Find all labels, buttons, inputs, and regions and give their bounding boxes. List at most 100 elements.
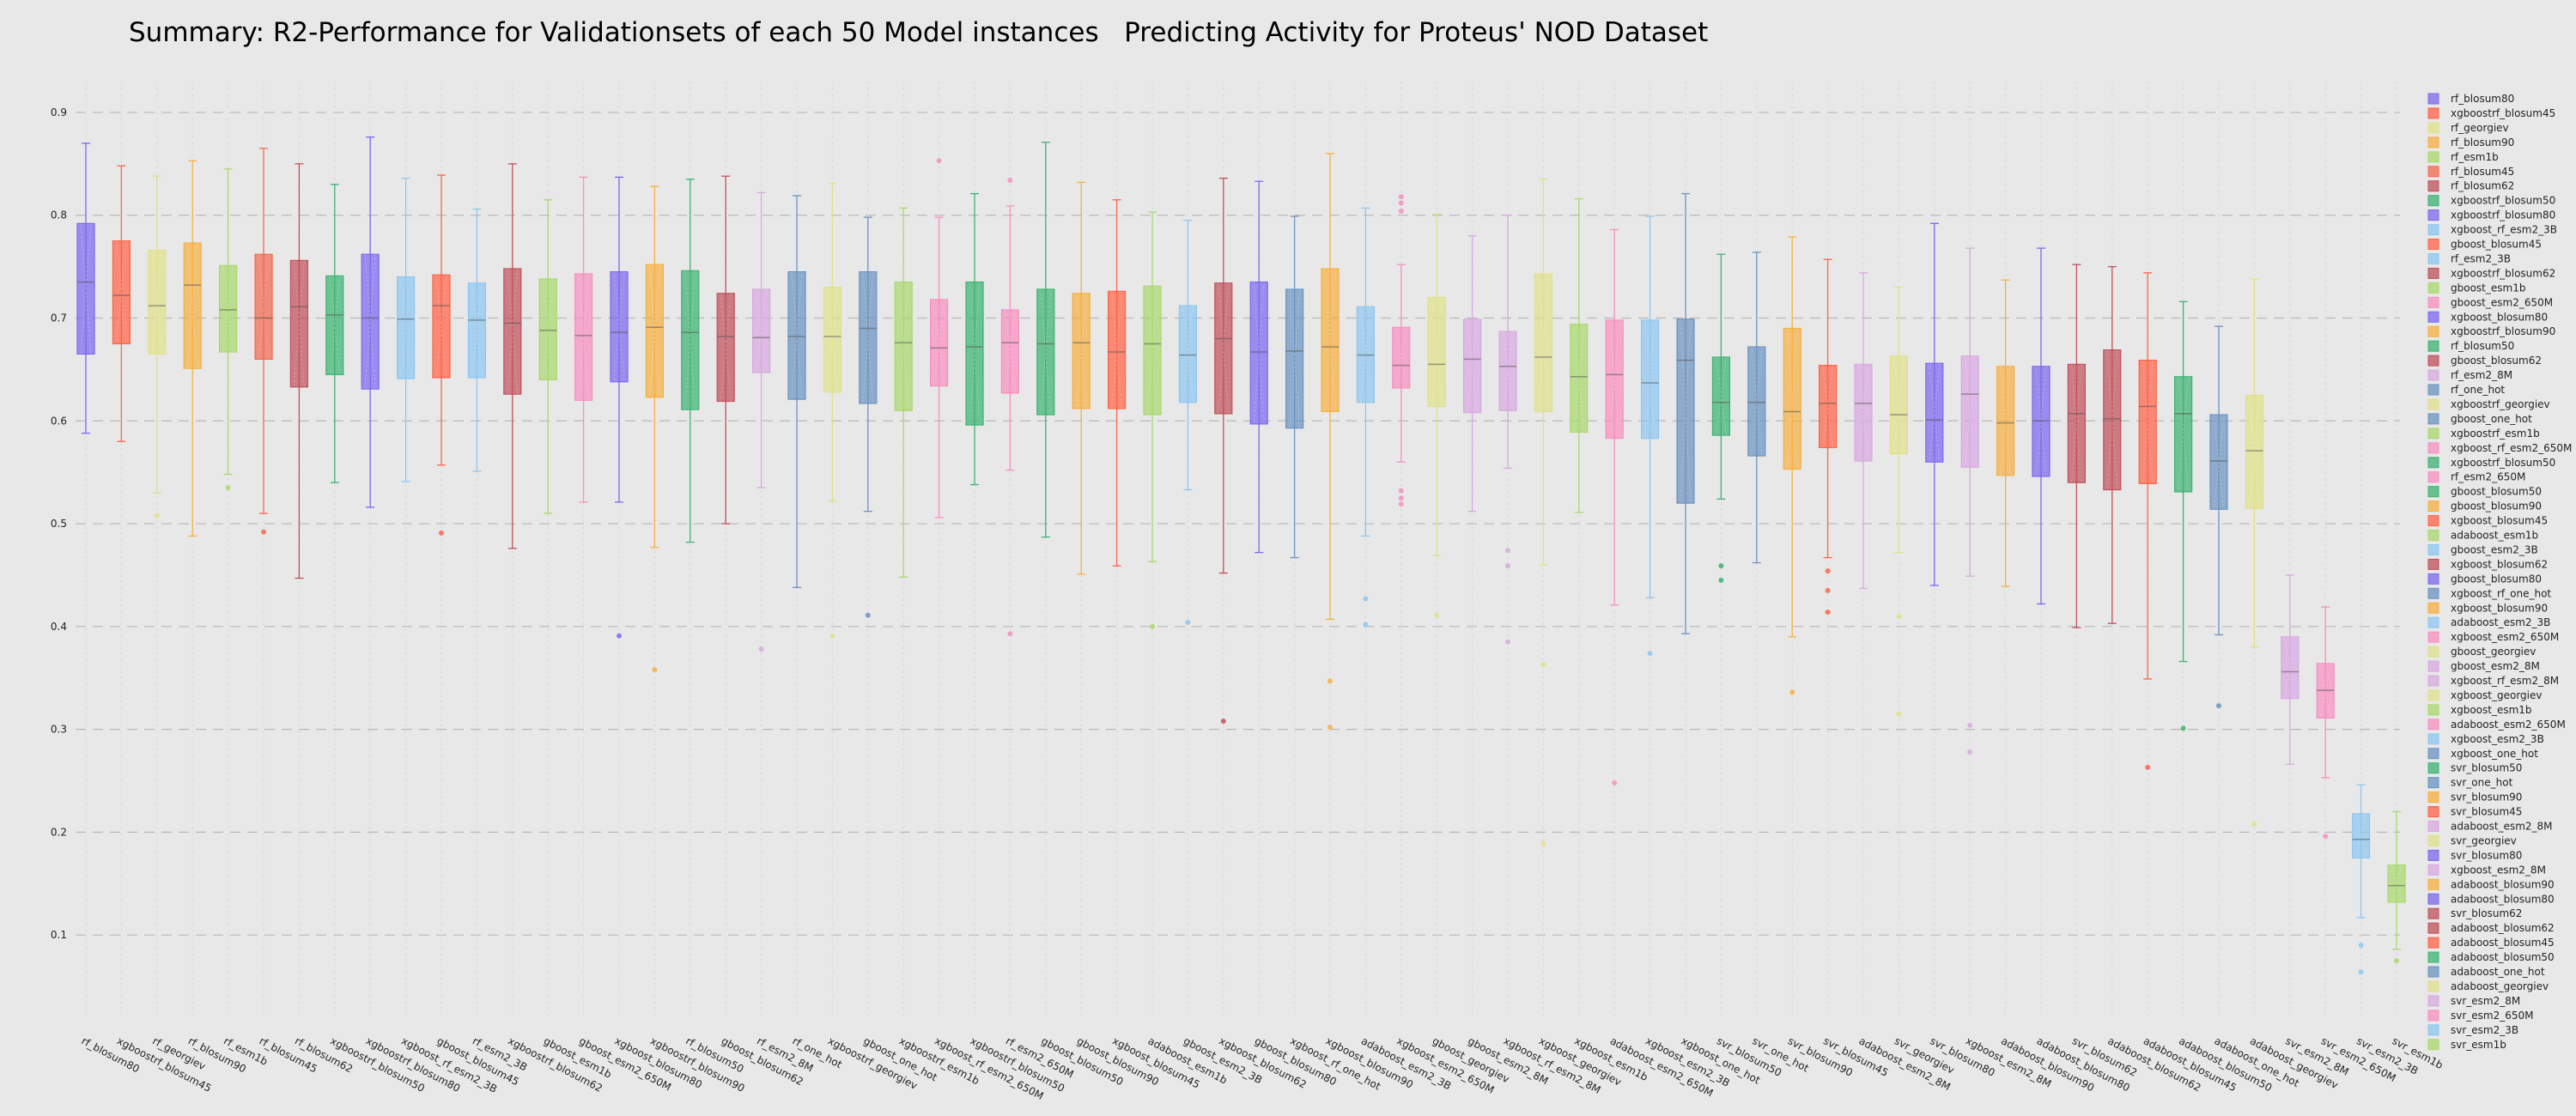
legend-item: xgboost_georgiev <box>2427 689 2542 701</box>
box-adaboost_esm1b <box>1143 211 1162 629</box>
box-texture <box>862 271 874 403</box>
box-texture <box>897 282 909 411</box>
box-gboost_blosum80 <box>1249 180 1268 554</box>
box-iqr <box>503 268 522 395</box>
legend-label: xgboost_esm1b <box>2451 704 2532 716</box>
box-svr_esm1b <box>2387 810 2406 964</box>
legend-item: rf_esm2_650M <box>2427 471 2525 483</box>
box-adaboost_blosum45 <box>2138 272 2157 770</box>
box-iqr <box>1427 296 1446 408</box>
box-texture <box>115 240 127 344</box>
legend-item: svr_blosum62 <box>2427 907 2522 919</box>
legend-swatch <box>2427 136 2439 149</box>
box-texture <box>151 250 163 355</box>
box-rf_blosum62 <box>289 163 308 579</box>
legend-swatch <box>2427 239 2439 250</box>
box-iqr <box>1534 273 1553 413</box>
legend-item: gboost_esm2_650M <box>2427 296 2553 308</box>
box-xgboostrf_blosum50 <box>965 192 984 486</box>
box-iqr <box>1960 355 1979 468</box>
outlier-point <box>1825 610 1831 616</box>
outlier-point <box>1505 639 1510 645</box>
legend-swatch <box>2427 646 2439 658</box>
box-adaboost_blosum80 <box>2032 247 2050 605</box>
legend-swatch <box>2427 180 2439 192</box>
box-xgboostrf_georgiev <box>823 182 842 639</box>
legend-item: adaboost_blosum50 <box>2427 951 2555 963</box>
legend-swatch <box>2427 515 2439 527</box>
y-axis: 0.1 0.2 0.3 0.4 0.5 0.6 0.7 0.8 0.9 <box>51 106 67 941</box>
legend-swatch <box>2427 704 2439 716</box>
outlier-point <box>1825 568 1831 574</box>
outlier-point <box>2323 834 2329 840</box>
legend-label: adaboost_blosum50 <box>2451 951 2555 963</box>
box-texture <box>1751 346 1763 457</box>
legend-label: rf_esm2_650M <box>2451 471 2525 483</box>
legend-item: xgboost_blosum62 <box>2427 558 2548 570</box>
outlier-point <box>865 612 871 618</box>
box-rf_blosum50 <box>681 179 700 543</box>
legend-swatch <box>2427 107 2439 119</box>
legend-item: xgboost_esm2_650M <box>2427 631 2559 643</box>
legend-label: xgboost_blosum80 <box>2451 311 2548 323</box>
box-rf_esm2_650M <box>1000 177 1020 637</box>
legend-label: xgboost_rf_one_hot <box>2451 587 2551 599</box>
box-iqr <box>432 274 451 379</box>
box-iqr <box>148 249 167 355</box>
legend-label: gboost_blosum50 <box>2451 486 2542 498</box>
box-xgboost_rf_one_hot <box>1285 215 1304 559</box>
legend-label: gboost_blosum62 <box>2451 355 2542 367</box>
y-tick-label: 0.7 <box>51 312 67 324</box>
legend-item: gboost_blosum80 <box>2427 573 2542 585</box>
box-iqr <box>1178 305 1198 403</box>
outlier-point <box>1540 840 1546 846</box>
box-iqr <box>76 222 95 355</box>
outlier-point <box>1398 194 1404 200</box>
box-svr_esm2_650M <box>2316 606 2335 840</box>
box-iqr <box>2352 813 2371 858</box>
box-iqr <box>1462 318 1482 414</box>
box-texture <box>1467 318 1479 413</box>
legend-label: xgboostrf_blosum45 <box>2451 107 2555 119</box>
legend-swatch <box>2427 543 2439 555</box>
legend-swatch <box>2427 951 2439 963</box>
legend-label: xgboost_georgiev <box>2451 689 2542 701</box>
box-adaboost_esm2_8M <box>1854 272 1873 590</box>
box-iqr <box>1605 319 1624 440</box>
legend-label: adaboost_georgiev <box>2451 980 2549 992</box>
box-rf_esm2_8M <box>751 191 771 652</box>
legend-label: adaboost_esm1b <box>2451 530 2538 542</box>
legend-item: xgboost_one_hot <box>2427 748 2538 760</box>
legend-swatch <box>2427 733 2439 745</box>
legend-item: gboost_blosum62 <box>2427 355 2542 367</box>
box-texture <box>2142 360 2154 484</box>
y-tick-label: 0.5 <box>51 518 67 530</box>
box-svr_blosum62 <box>2067 264 2086 628</box>
box-iqr <box>2067 363 2086 483</box>
legend-swatch <box>2427 486 2439 498</box>
outlier-point <box>1327 725 1333 731</box>
legend-swatch <box>2427 937 2439 949</box>
box-xgboostrf_blosum62 <box>503 163 522 549</box>
box-texture <box>1004 309 1016 393</box>
legend-label: rf_one_hot <box>2451 384 2505 396</box>
legend-swatch <box>2427 413 2439 425</box>
legend-item: xgboostrf_blosum50 <box>2427 195 2555 207</box>
legend-item: xgboost_blosum90 <box>2427 602 2548 614</box>
legend-swatch <box>2427 457 2439 469</box>
legend-item: svr_blosum45 <box>2427 806 2522 818</box>
boxes <box>76 136 2406 975</box>
legend-label: xgboostrf_georgiev <box>2451 398 2550 410</box>
outlier-point <box>1363 622 1369 628</box>
outlier-point <box>1505 563 1510 569</box>
box-texture <box>1573 324 1585 433</box>
legend-swatch <box>2427 267 2439 279</box>
outlier-point <box>1718 577 1724 583</box>
legend-label: xgboostrf_blosum80 <box>2451 209 2555 221</box>
outlier-point <box>1007 177 1013 183</box>
box-gboost_esm2_650M <box>574 176 593 503</box>
legend-swatch <box>2427 442 2439 454</box>
outlier-point <box>2251 821 2257 827</box>
box-adaboost_blosum50 <box>2174 300 2193 731</box>
legend-label: xgboost_blosum62 <box>2451 558 2548 570</box>
